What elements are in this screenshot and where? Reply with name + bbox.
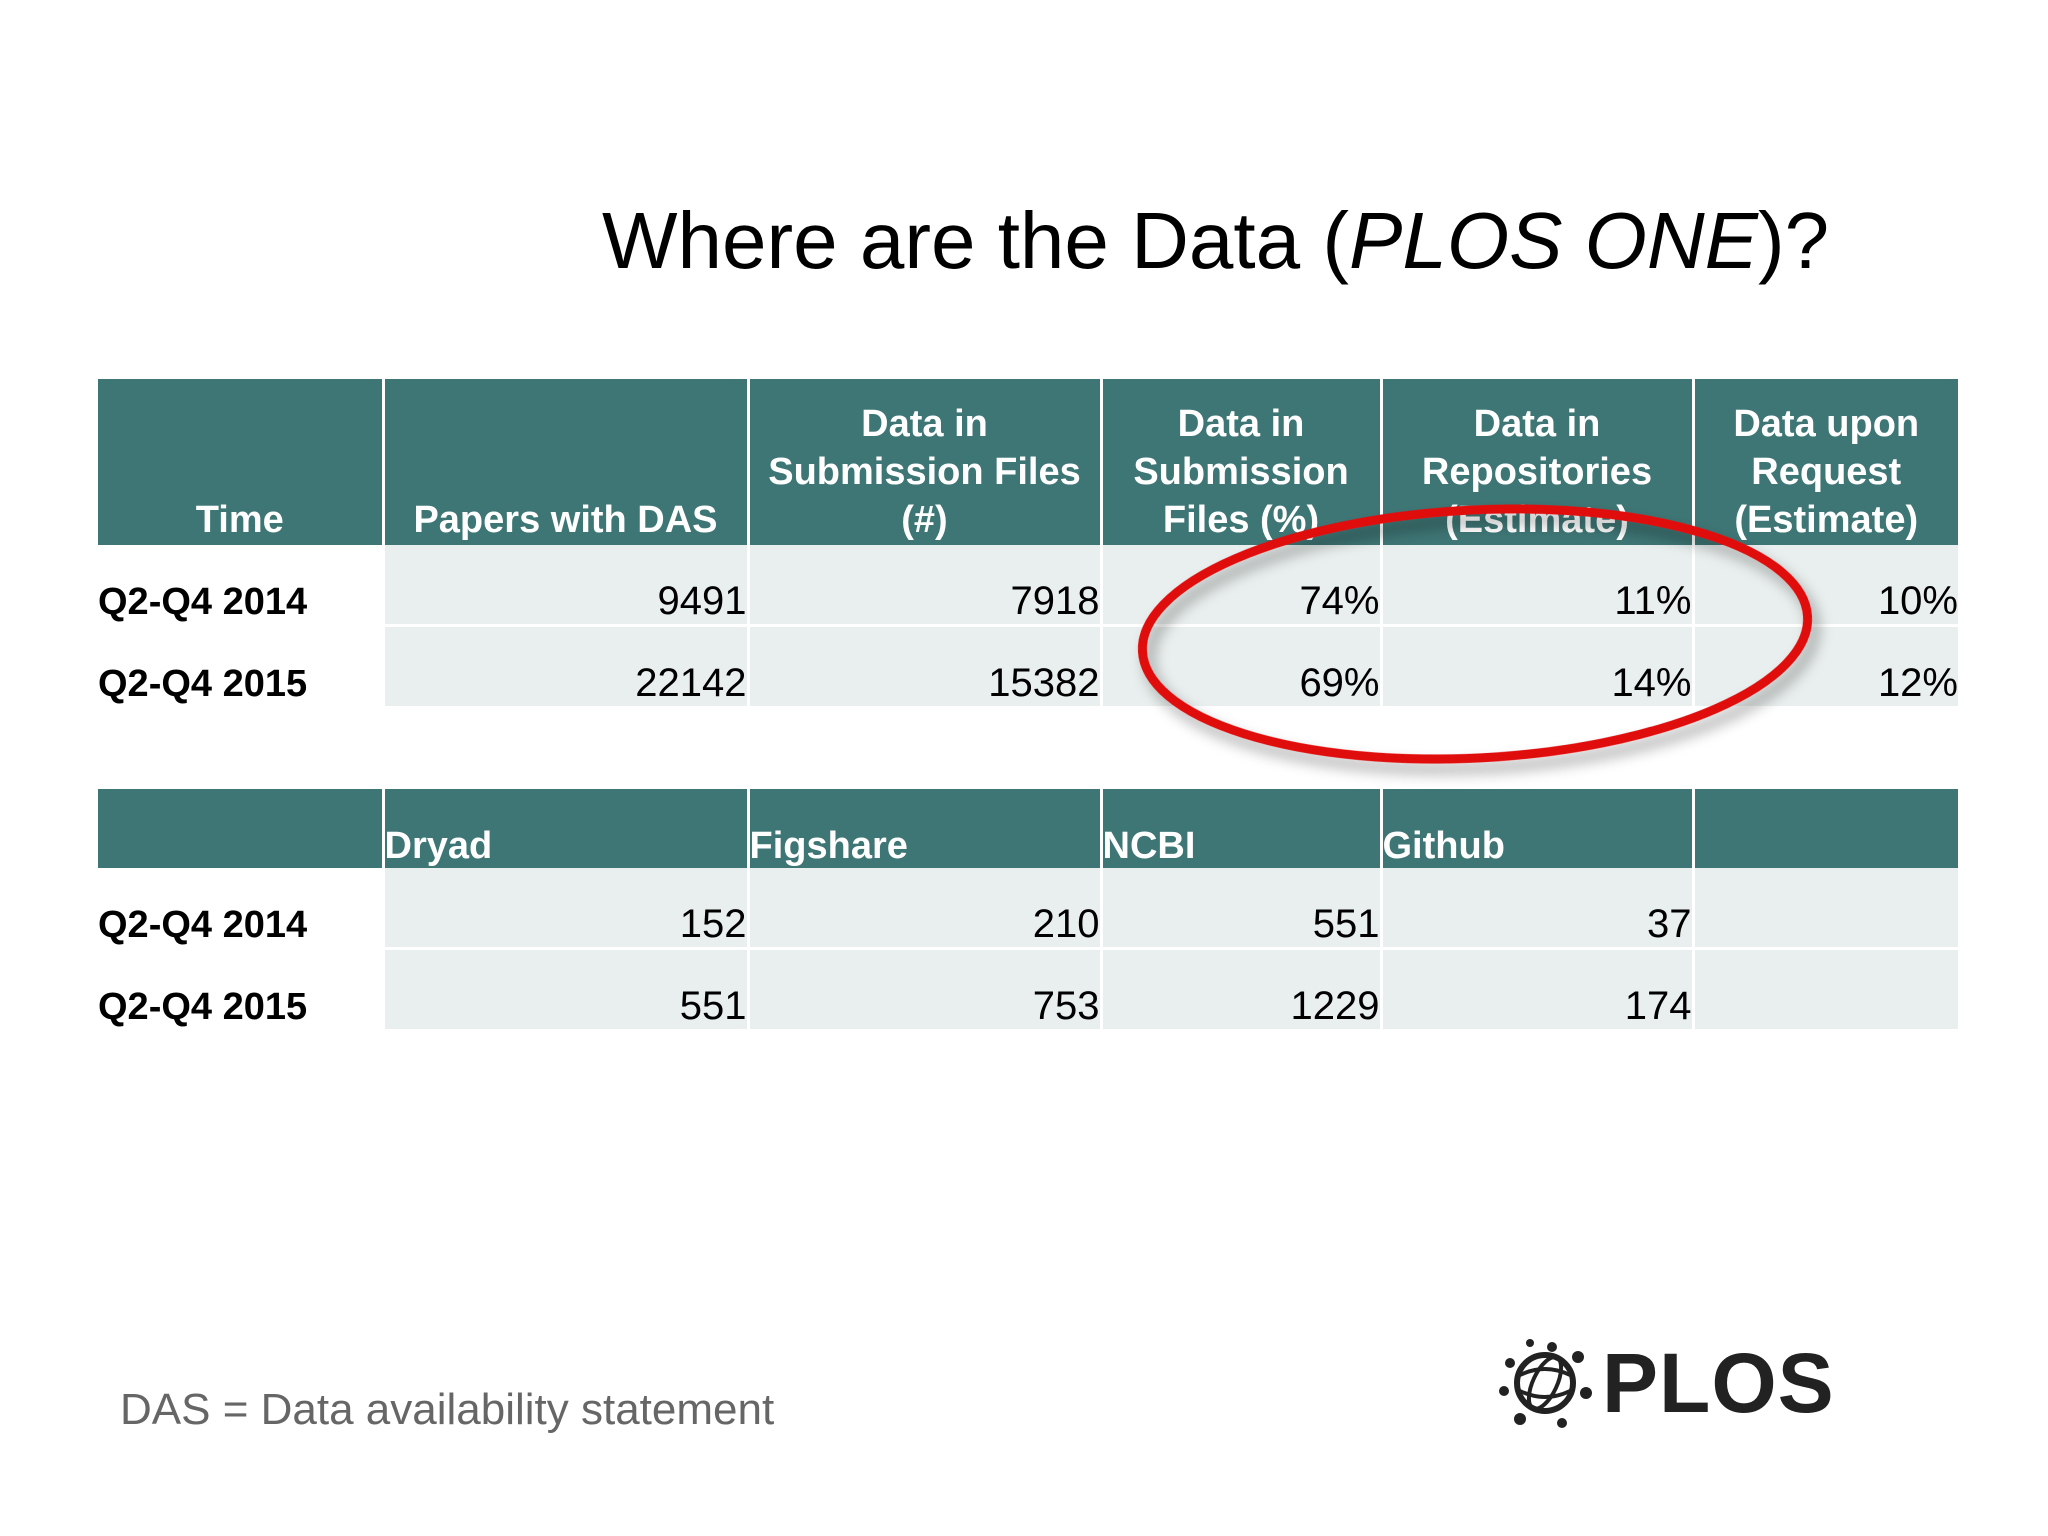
- header-dryad: Dryad: [383, 789, 750, 868]
- header-blank: [98, 789, 385, 868]
- title-journal: PLOS ONE: [1349, 196, 1759, 285]
- title-prefix: Where are the Data (: [602, 196, 1349, 285]
- header-time: Time: [98, 379, 385, 545]
- table-cell: 9491: [383, 545, 750, 626]
- table-row: Q2-Q4 2015 22142 15382 69% 14% 12%: [98, 624, 1958, 706]
- table-row: Q2-Q4 2014 152 210 551 37: [98, 868, 1958, 949]
- row-label: Q2-Q4 2015: [98, 947, 385, 1029]
- table-row: Q2-Q4 2014 9491 7918 74% 11% 10%: [98, 545, 1958, 626]
- table-cell: 551: [1101, 868, 1383, 949]
- slide-title: Where are the Data (PLOS ONE)?: [602, 195, 1829, 287]
- table-cell: 12%: [1693, 624, 1958, 706]
- table-cell: 210: [748, 868, 1103, 949]
- table-cell: 14%: [1381, 624, 1695, 706]
- header-papers-with-das: Papers with DAS: [383, 379, 750, 545]
- title-suffix: )?: [1758, 196, 1830, 285]
- table-cell: 10%: [1693, 545, 1958, 626]
- data-location-table: Time Papers with DAS Data in Submission …: [98, 379, 1958, 706]
- header-blank: [1693, 789, 1958, 868]
- table-cell: 7918: [748, 545, 1103, 626]
- table-cell: 152: [383, 868, 750, 949]
- table-cell: 37: [1381, 868, 1695, 949]
- table-header-row: Dryad Figshare NCBI Github: [98, 789, 1958, 868]
- table-cell: 1229: [1101, 947, 1383, 1029]
- repository-table: Dryad Figshare NCBI Github Q2-Q4 2014 15…: [98, 789, 1958, 1029]
- table-cell: [1693, 947, 1958, 1029]
- header-github: Github: [1381, 789, 1695, 868]
- table-cell: 69%: [1101, 624, 1383, 706]
- header-ncbi: NCBI: [1101, 789, 1383, 868]
- row-label: Q2-Q4 2014: [98, 868, 385, 949]
- header-repositories: Data in Repositories (Estimate): [1381, 379, 1695, 545]
- table-cell: 15382: [748, 624, 1103, 706]
- table-cell: 11%: [1381, 545, 1695, 626]
- row-label: Q2-Q4 2015: [98, 624, 385, 706]
- table-cell: [1693, 868, 1958, 949]
- plos-logo: PLOS: [1490, 1333, 1834, 1433]
- header-submission-files-count: Data in Submission Files (#): [748, 379, 1103, 545]
- table-row: Q2-Q4 2015 551 753 1229 174: [98, 947, 1958, 1029]
- row-label: Q2-Q4 2014: [98, 545, 385, 626]
- plos-globe-icon: [1499, 1339, 1592, 1428]
- plos-wordmark: PLOS: [1602, 1336, 1835, 1430]
- table-cell: 551: [383, 947, 750, 1029]
- table-header-row: Time Papers with DAS Data in Submission …: [98, 379, 1958, 545]
- table-cell: 22142: [383, 624, 750, 706]
- header-figshare: Figshare: [748, 789, 1103, 868]
- table-cell: 74%: [1101, 545, 1383, 626]
- header-submission-files-pct: Data in Submission Files (%): [1101, 379, 1383, 545]
- table-cell: 174: [1381, 947, 1695, 1029]
- header-upon-request: Data upon Request (Estimate): [1693, 379, 1958, 545]
- footnote: DAS = Data availability statement: [120, 1385, 775, 1434]
- table-cell: 753: [748, 947, 1103, 1029]
